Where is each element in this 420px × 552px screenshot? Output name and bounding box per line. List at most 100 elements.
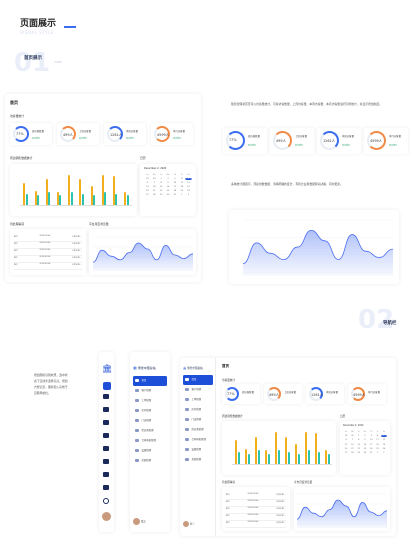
table-row[interactable]: 客户 2020/03/06 合同已签 ... (14, 242, 82, 249)
calendar-day[interactable]: 7 (153, 182, 155, 184)
sidebar-item[interactable]: 库存管理 (130, 406, 170, 416)
sidebar-item[interactable]: 客户管理 (180, 385, 216, 395)
kpi-card[interactable]: 499人 上周访客量 同比增长 (57, 123, 99, 145)
calendar-day[interactable]: 6 (345, 439, 347, 442)
calendar-day[interactable]: 16 (363, 443, 367, 446)
calendar-day[interactable]: 11 (180, 182, 183, 184)
calendar-day[interactable]: 27 (146, 194, 149, 196)
calendar-day[interactable]: 14 (351, 443, 354, 446)
calendar-day[interactable]: 13 (146, 186, 149, 188)
table-row[interactable]: 客户 2020/03/06 合同已签 ... (226, 493, 286, 500)
calendar-day[interactable]: 31 (370, 451, 373, 454)
document-icon[interactable] (103, 459, 109, 464)
calendar-day[interactable]: 29 (344, 435, 348, 438)
settings-icon[interactable] (103, 498, 109, 504)
sidebar-item[interactable]: 系统管理 (180, 455, 216, 465)
calendar-day[interactable]: 22 (357, 447, 360, 450)
avatar[interactable] (102, 512, 111, 521)
calendar-day[interactable]: 28 (153, 194, 156, 196)
sidebar-item[interactable]: 设备管理 (130, 446, 170, 456)
kpi-card[interactable]: 499人 上周访客量 同比增长 (270, 128, 314, 154)
device-icon[interactable] (103, 472, 109, 477)
calendar-day[interactable]: 19 (187, 186, 190, 188)
sidebar-item[interactable]: 系统管理 (130, 456, 170, 466)
calendar-day[interactable]: 8 (358, 439, 360, 442)
table-row[interactable]: 客户 2020/03/06 合同已签 ... (14, 249, 82, 256)
calendar-day[interactable]: 30 (166, 194, 170, 196)
calendar-day[interactable]: 2 (364, 435, 366, 438)
calendar-day[interactable]: 3 (370, 435, 372, 438)
table-row[interactable]: 客户 2020/03/06 合同已签 ... (14, 235, 82, 242)
calendar-day[interactable]: 9 (167, 182, 169, 184)
table-row[interactable]: 客户 2020/03/06 合同已签 ... (226, 500, 286, 507)
calendar-day[interactable]: 5 (185, 178, 192, 180)
kpi-card[interactable]: 4599人 本月访客量 同比增长 (364, 128, 408, 154)
kpi-card[interactable]: 77% 周访客数量 同比增长 (223, 128, 267, 154)
sidebar-item[interactable]: 设备管理 (180, 445, 216, 455)
calendar-day[interactable]: 29 (146, 178, 149, 180)
kpi-card[interactable]: 77% 周访客数量 同比增长 (10, 123, 52, 145)
calendar-day[interactable]: 12 (382, 439, 385, 442)
calendar-day[interactable]: 13 (344, 443, 348, 446)
calendar-day[interactable]: 10 (370, 439, 373, 442)
grid-icon[interactable] (103, 394, 109, 399)
table-row[interactable]: 客户 2020/03/06 合同已签 ... (226, 507, 286, 514)
sidebar-item[interactable]: 工单管理 (180, 395, 216, 405)
calendar-day[interactable]: 23 (363, 447, 367, 450)
table-row[interactable]: 客户 2020/03/06 合同已签 ... (226, 521, 286, 528)
sidebar-item[interactable]: 库存管理 (180, 405, 216, 415)
calendar-day[interactable]: 7 (351, 439, 353, 442)
sidebar-item[interactable]: 合同审批管理 (180, 435, 216, 445)
kpi-card[interactable]: 1261人 本周访客量 同比增长 (104, 123, 146, 145)
calendar-day[interactable]: 16 (166, 186, 170, 188)
calendar-day[interactable]: 17 (370, 443, 373, 446)
calendar-day[interactable]: 10 (173, 182, 177, 184)
calendar-day[interactable]: 1 (160, 178, 162, 180)
kpi-card[interactable]: 1261人 本周访客量 同比增长 (317, 128, 361, 154)
sidebar-item[interactable]: 工单管理 (130, 396, 170, 406)
calendar-day[interactable]: 18 (376, 443, 379, 446)
calendar-day[interactable]: 3 (174, 178, 176, 180)
calendar-day[interactable]: 22 (159, 190, 163, 192)
table-row[interactable]: 客户 2020/03/06 合同已签 ... (14, 263, 82, 270)
calendar-day[interactable]: 30 (153, 178, 156, 180)
calendar-day[interactable]: 24 (370, 447, 373, 450)
sidebar-item[interactable]: 合同审批管理 (130, 436, 170, 446)
sidebar-item[interactable]: 供应商管理 (130, 426, 170, 436)
calendar-day[interactable]: 19 (382, 443, 385, 446)
sidebar-item[interactable]: 供应商管理 (180, 425, 216, 435)
calendar-day[interactable]: 20 (344, 447, 348, 450)
calendar-day[interactable]: 4 (181, 178, 183, 180)
calendar-day[interactable]: 18 (180, 186, 183, 188)
sidebar-item[interactable]: 首页 (133, 376, 167, 386)
calendar-day[interactable]: 2 (383, 451, 385, 454)
kpi-card[interactable]: 499人 上周访客量 (264, 384, 302, 404)
kpi-card[interactable]: 77% 周访客数量 (222, 384, 260, 404)
calendar-day[interactable]: 30 (351, 435, 354, 438)
calendar-day[interactable]: 26 (187, 190, 190, 192)
calendar-day[interactable]: 23 (166, 190, 170, 192)
calendar-day[interactable]: 17 (173, 186, 177, 188)
calendar-day[interactable]: 2 (167, 178, 169, 180)
calendar-day[interactable]: 30 (363, 451, 367, 454)
calendar-day[interactable]: 5 (380, 435, 387, 438)
sidebar-user[interactable]: 张三 (183, 521, 195, 527)
calendar-day[interactable]: 1 (181, 194, 183, 196)
calendar-day[interactable]: 6 (146, 182, 149, 184)
calendar-day[interactable]: 29 (159, 194, 163, 196)
calendar-day[interactable]: 25 (180, 190, 183, 192)
calendar-day[interactable]: 26 (382, 447, 385, 450)
calendar-day[interactable]: 28 (351, 451, 354, 454)
calendar-day[interactable]: 25 (376, 447, 379, 450)
calendar-day[interactable]: 1 (376, 451, 379, 454)
calendar-day[interactable]: 20 (146, 190, 149, 192)
calendar-day[interactable]: 11 (376, 439, 379, 442)
calendar-day[interactable]: 14 (153, 186, 156, 188)
calendar-day[interactable]: 4 (376, 435, 379, 438)
account-icon[interactable] (103, 420, 109, 425)
calendar-day[interactable]: 9 (364, 439, 366, 442)
table-row[interactable]: 客户 2020/03/06 合同已签 ... (14, 256, 82, 263)
kpi-card[interactable]: 4599人 本月访客量 (348, 384, 386, 404)
sidebar-item[interactable]: 首页 (183, 375, 213, 385)
calendar-day[interactable]: 15 (357, 443, 360, 446)
